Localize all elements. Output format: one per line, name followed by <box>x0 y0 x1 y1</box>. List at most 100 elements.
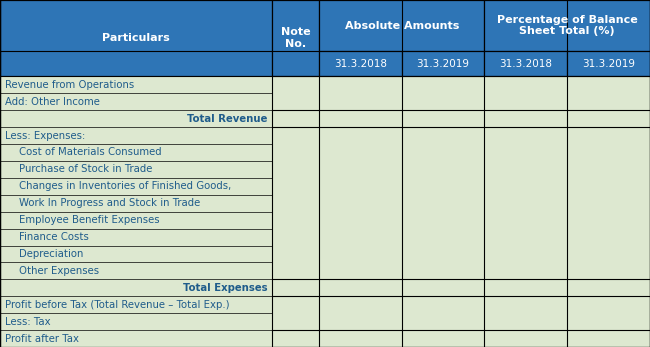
Text: Particulars: Particulars <box>102 33 170 43</box>
Bar <box>484 127 567 144</box>
Bar <box>484 110 567 127</box>
Text: Note
No.: Note No. <box>281 27 310 49</box>
Text: 31.3.2018: 31.3.2018 <box>499 59 552 69</box>
Bar <box>567 127 650 144</box>
Bar <box>319 127 402 144</box>
Bar <box>402 279 484 296</box>
Bar <box>402 195 484 212</box>
Bar <box>319 76 402 93</box>
Bar <box>567 110 650 127</box>
Text: Profit before Tax (Total Revenue – Total Exp.): Profit before Tax (Total Revenue – Total… <box>5 300 229 310</box>
Bar <box>319 229 402 245</box>
Bar <box>319 0 484 51</box>
Bar <box>319 51 402 76</box>
Bar <box>0 127 272 144</box>
Bar <box>567 195 650 212</box>
Text: 31.3.2019: 31.3.2019 <box>582 59 635 69</box>
Bar <box>402 330 484 347</box>
Text: Finance Costs: Finance Costs <box>19 232 89 242</box>
Bar <box>0 178 272 195</box>
Bar <box>272 262 319 279</box>
Bar <box>0 110 272 127</box>
Bar <box>272 144 319 161</box>
Text: Purchase of Stock in Trade: Purchase of Stock in Trade <box>19 164 152 175</box>
Bar <box>567 76 650 93</box>
Bar <box>567 144 650 161</box>
Bar <box>319 313 402 330</box>
Bar <box>484 330 567 347</box>
Bar <box>402 127 484 144</box>
Bar <box>272 110 319 127</box>
Text: 31.3.2019: 31.3.2019 <box>417 59 469 69</box>
Bar <box>567 212 650 229</box>
Bar <box>567 245 650 262</box>
Bar <box>0 262 272 279</box>
Text: Less: Expenses:: Less: Expenses: <box>5 130 85 141</box>
Bar <box>272 76 319 93</box>
Bar <box>272 229 319 245</box>
Text: Absolute Amounts: Absolute Amounts <box>344 21 459 31</box>
Bar <box>319 330 402 347</box>
Bar <box>272 330 319 347</box>
Bar <box>567 296 650 313</box>
Bar <box>319 144 402 161</box>
Bar <box>319 110 402 127</box>
Bar <box>0 76 272 93</box>
Text: Work In Progress and Stock in Trade: Work In Progress and Stock in Trade <box>19 198 200 208</box>
Bar <box>402 93 484 110</box>
Bar <box>402 51 484 76</box>
Bar <box>0 144 272 161</box>
Bar <box>272 161 319 178</box>
Bar <box>402 144 484 161</box>
Bar <box>484 144 567 161</box>
Text: Cost of Materials Consumed: Cost of Materials Consumed <box>19 147 162 158</box>
Bar <box>272 245 319 262</box>
Bar <box>0 0 272 76</box>
Text: Profit after Tax: Profit after Tax <box>5 333 79 344</box>
Bar <box>272 313 319 330</box>
Bar <box>402 76 484 93</box>
Bar <box>484 245 567 262</box>
Text: Changes in Inventories of Finished Goods,: Changes in Inventories of Finished Goods… <box>19 181 231 191</box>
Bar <box>484 76 567 93</box>
Bar <box>272 93 319 110</box>
Bar <box>319 279 402 296</box>
Bar <box>484 296 567 313</box>
Bar <box>319 262 402 279</box>
Bar <box>0 245 272 262</box>
Bar <box>484 279 567 296</box>
Bar <box>567 229 650 245</box>
Bar <box>567 279 650 296</box>
Bar <box>484 313 567 330</box>
Bar <box>402 178 484 195</box>
Bar <box>402 161 484 178</box>
Bar <box>272 127 319 144</box>
Bar <box>567 313 650 330</box>
Bar <box>272 212 319 229</box>
Text: Total Revenue: Total Revenue <box>187 113 268 124</box>
Bar <box>402 245 484 262</box>
Bar <box>0 212 272 229</box>
Bar <box>484 262 567 279</box>
Bar <box>319 212 402 229</box>
Bar <box>319 245 402 262</box>
Bar <box>0 279 272 296</box>
Bar <box>402 262 484 279</box>
Bar <box>484 161 567 178</box>
Bar <box>402 313 484 330</box>
Bar <box>0 195 272 212</box>
Bar <box>567 178 650 195</box>
Bar <box>319 93 402 110</box>
Bar <box>484 212 567 229</box>
Text: Add: Other Income: Add: Other Income <box>5 97 100 107</box>
Bar <box>567 161 650 178</box>
Bar <box>484 178 567 195</box>
Bar <box>272 296 319 313</box>
Bar <box>319 178 402 195</box>
Bar <box>272 195 319 212</box>
Bar <box>0 313 272 330</box>
Text: Depreciation: Depreciation <box>19 249 83 259</box>
Text: Less: Tax: Less: Tax <box>5 316 51 327</box>
Bar <box>484 229 567 245</box>
Text: Percentage of Balance
Sheet Total (%): Percentage of Balance Sheet Total (%) <box>497 15 638 36</box>
